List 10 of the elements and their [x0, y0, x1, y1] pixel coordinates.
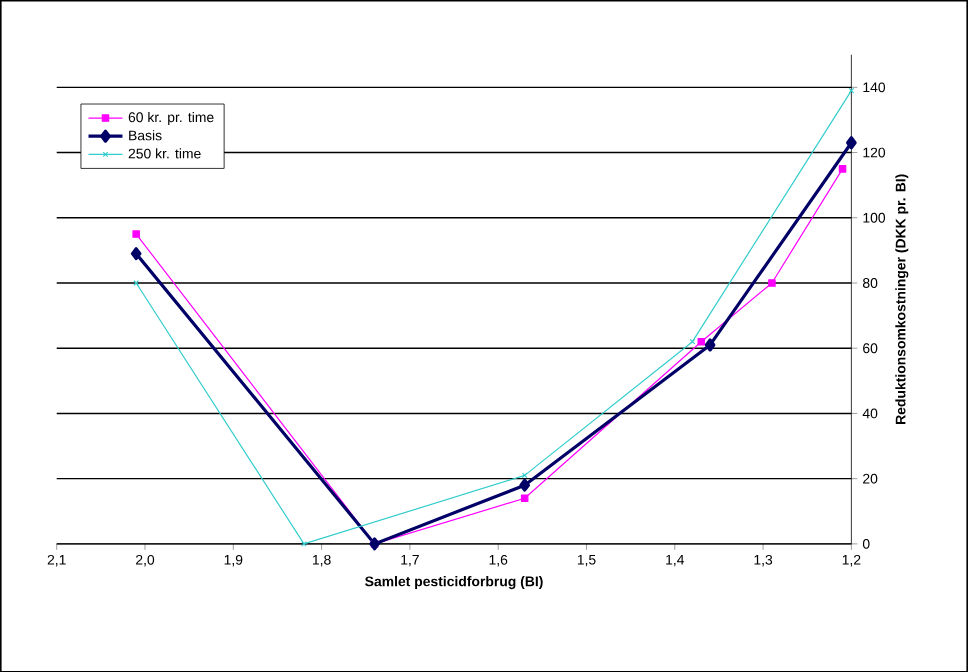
- point: [132, 230, 140, 238]
- point: [838, 164, 847, 173]
- point: [520, 494, 529, 502]
- point: [704, 338, 716, 352]
- point: [689, 338, 696, 345]
- point: [697, 337, 706, 346]
- point: [846, 135, 857, 150]
- point: [768, 278, 776, 287]
- point: [130, 246, 142, 260]
- point: [519, 478, 530, 492]
